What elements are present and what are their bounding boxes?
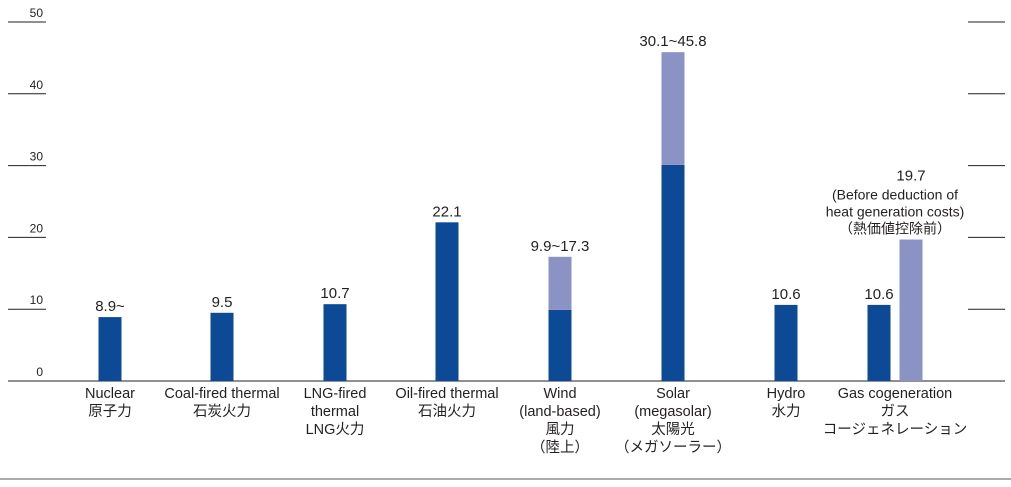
x-category-label-wind: （陸上） [531,439,589,456]
y-tick-label-40: 40 [30,78,44,92]
bar-gas [867,304,891,381]
bar-hydro [774,304,798,381]
bar-value-label-oil: 22.1 [432,203,461,220]
x-category-label-hydro: 水力 [772,403,801,420]
bar-note-line: （熱価値控除前） [839,221,951,237]
bar-solar-range [661,52,685,165]
bar-value-label-solar: 30.1~45.8 [639,33,706,50]
bar-wind-base [548,309,572,381]
bar-lng [323,304,347,381]
bar-coal [210,312,234,381]
bar-value-label-gas-before-deduction: 19.7 [896,168,925,185]
x-category-label-nuclear: 原子力 [88,403,132,420]
bar-note-line: heat generation costs) [826,204,965,220]
bar-gas-before-deduction [899,239,923,381]
bar-solar-base [661,164,685,381]
x-category-label-lng: LNG火力 [306,421,365,438]
y-tick-label-0: 0 [36,365,43,379]
x-category-label-gas: Gas cogeneration [838,386,952,402]
y-tick-label-20: 20 [30,221,44,235]
x-category-label-oil: 石油火力 [418,403,476,420]
x-category-label-solar: （メガソーラー） [615,439,731,456]
x-category-label-gas: ガス [881,403,910,420]
bar-value-label-wind: 9.9~17.3 [531,238,590,255]
x-category-label-lng: LNG-fired [304,386,367,402]
x-category-label-lng: thermal [311,404,359,420]
x-category-label-gas: コージェネレーション [823,421,967,438]
x-category-label-wind: Wind [543,386,576,402]
x-category-label-coal: 石炭火力 [193,403,251,420]
bar-nuclear [98,317,122,381]
x-category-label-wind: 風力 [546,421,575,438]
x-category-label-wind: (land-based) [519,404,600,420]
bar-value-label-hydro: 10.6 [771,286,800,303]
bar-value-label-gas: 10.6 [864,286,893,303]
bar-value-label-lng: 10.7 [320,285,349,302]
bar-value-label-coal: 9.5 [212,294,233,311]
x-category-label-solar: 太陽光 [651,421,695,438]
y-tick-label-10: 10 [30,293,44,307]
y-tick-label-50: 50 [30,6,44,20]
y-tick-label-30: 30 [30,150,44,164]
x-category-label-nuclear: Nuclear [85,386,135,402]
x-category-label-hydro: Hydro [767,386,806,402]
x-category-label-coal: Coal-fired thermal [164,386,279,402]
bar-value-label-nuclear: 8.9~ [95,298,125,315]
bar-note-line: (Before deduction of [832,187,958,203]
x-category-label-solar: (megasolar) [634,404,711,420]
x-category-label-solar: Solar [656,386,690,402]
x-category-label-oil: Oil-fired thermal [395,386,498,402]
bar-oil [435,222,459,381]
bar-wind-range [548,256,572,310]
